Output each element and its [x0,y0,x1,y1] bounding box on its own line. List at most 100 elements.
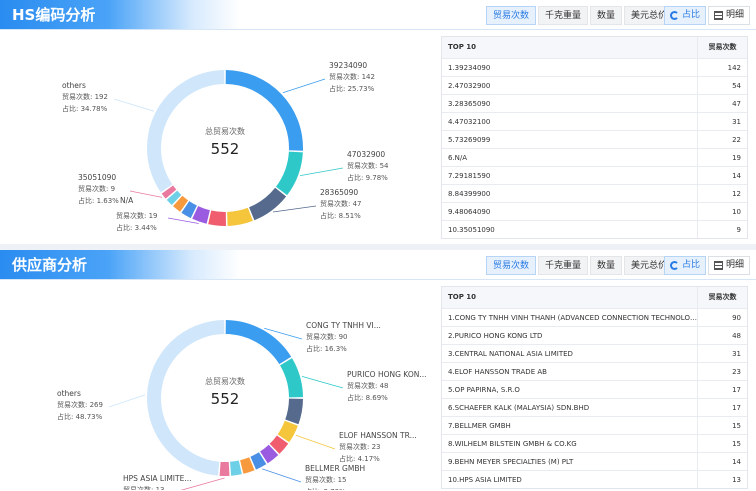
table-row[interactable]: 4.ELOF HANSSON TRADE AB 23 [442,362,747,380]
row-name: 2.47032900 [448,82,491,90]
callout-count: 贸易次数: 142 [329,72,375,81]
table-row[interactable]: 9.BEHN MEYER SPECIALTIES (M) PLT 14 [442,452,747,470]
donut-slice[interactable] [227,207,253,226]
donut-slice[interactable] [230,460,242,476]
pie-chart-icon [669,261,679,270]
row-name: 6.N/A [448,154,468,162]
callout-name: 39234090 [329,61,367,70]
tab-quantity[interactable]: 数量 [589,6,622,25]
callout-percent: 占比: 34.78% [62,104,108,113]
donut-slice[interactable] [280,358,303,398]
donut-slice[interactable] [275,151,303,196]
callout-count: 贸易次数: 19 [116,211,158,220]
row-count: 9 [697,221,747,238]
callout-name: 47032900 [347,150,385,159]
donut-slice[interactable] [249,187,287,221]
table-row[interactable]: 4.47032100 31 [442,112,747,130]
table-row[interactable]: 6.N/A 19 [442,148,747,166]
ratio-label: 占比 [681,10,700,20]
row-count: 142 [697,59,747,76]
table-row[interactable]: 10.35051090 9 [442,220,747,238]
callout-count: 贸易次数: 54 [347,161,389,170]
donut-slice[interactable] [166,190,182,206]
donut-slice[interactable] [161,185,177,199]
callout-leader-line [113,98,155,112]
table-row[interactable]: 8.WILHELM BILSTEIN GMBH & CO.KG 15 [442,434,747,452]
table-row[interactable]: 2.47032900 54 [442,76,747,94]
callout-name: BELLMER GMBH [305,464,365,473]
callout-count: 贸易次数: 269 [57,400,103,409]
donut-slice[interactable] [285,398,303,425]
callout-percent: 占比: 3.44% [116,223,157,232]
tab-weight-kg[interactable]: 千克重量 [537,6,588,25]
table-row[interactable]: 5.OP PAPIRNA, S.R.O 17 [442,380,747,398]
callout-leader-line [272,205,317,213]
row-count: 54 [697,77,747,94]
row-name: 7.29181590 [448,172,491,180]
table-row[interactable]: 3.28365090 47 [442,94,747,112]
pie-chart-icon [669,11,679,20]
callout-count: 贸易次数: 192 [62,92,108,101]
table-row[interactable]: 3.CENTRAL NATIONAL ASIA LIMITED 31 [442,344,747,362]
callout-percent: 占比: 16.3% [306,344,347,353]
donut-slice[interactable] [240,457,255,474]
supplier-panel: 供应商分析 贸易次数 千克重量 数量 美元总价 占比 明细 总贸易次数 552 CO… [0,250,756,491]
row-count: 90 [697,309,747,326]
ratio-view-button[interactable]: 占比 [663,256,706,275]
table-row[interactable]: 7.29181590 14 [442,166,747,184]
callout-count: 贸易次数: 90 [306,332,348,341]
callout-leader-line [295,434,336,450]
tab-trade-count[interactable]: 贸易次数 [485,6,536,25]
row-count: 47 [697,95,747,112]
donut-slice[interactable] [225,320,292,365]
metric-tabs: 贸易次数 千克重量 数量 美元总价 [484,256,674,275]
donut-slice[interactable] [192,206,210,224]
callout-percent: 占比: 48.73% [57,412,103,421]
row-name: 4.47032100 [448,118,491,126]
row-name: 10.35051090 [448,226,495,234]
table-row[interactable]: 10.HPS ASIA LIMITED 13 [442,470,747,488]
donut-slice[interactable] [181,201,197,219]
ratio-view-button[interactable]: 占比 [663,6,706,25]
detail-view-button[interactable]: 明细 [707,6,750,25]
table-header: TOP 10 贸易次数 [442,287,747,308]
table-row[interactable]: 1.CONG TY TNHH VINH THANH (ADVANCED CONN… [442,308,747,326]
donut-slice[interactable] [250,452,267,470]
center-value: 552 [211,140,240,158]
donut-slice[interactable] [146,320,225,476]
table-row[interactable]: 2.PURICO HONG KONG LTD 48 [442,326,747,344]
table-row[interactable]: 8.84399900 12 [442,184,747,202]
donut-slice[interactable] [269,435,289,454]
donut-slice[interactable] [147,70,225,193]
tab-quantity[interactable]: 数量 [589,256,622,275]
donut-slice[interactable] [225,70,303,151]
center-label: 总贸易次数 [205,376,245,386]
callout-leader-line [180,477,225,490]
tab-weight-kg[interactable]: 千克重量 [537,256,588,275]
header-divider [0,279,756,280]
row-name: 1.CONG TY TNHH VINH THANH (ADVANCED CONN… [448,314,697,322]
donut-slice[interactable] [208,210,226,226]
table-row[interactable]: 9.48064090 10 [442,202,747,220]
center-value: 552 [211,390,240,408]
donut-slice[interactable] [173,195,189,212]
table-row[interactable]: 5.73269099 22 [442,130,747,148]
panel-title: 供应商分析 [0,250,240,280]
tab-trade-count[interactable]: 贸易次数 [485,256,536,275]
list-icon [713,11,723,20]
tab-usd-total[interactable]: 美元总价 [623,256,674,275]
hs-code-panel: HS编码分析 贸易次数 千克重量 数量 美元总价 占比 明细 总贸易次数 552 3… [0,0,756,244]
row-name: 5.73269099 [448,136,491,144]
top10-table: TOP 10 贸易次数 1.CONG TY TNHH VINH THANH (ADV… [441,286,748,489]
table-row[interactable]: 7.BELLMER GMBH 15 [442,416,747,434]
donut-slice[interactable] [260,444,279,464]
row-name: 4.ELOF HANSSON TRADE AB [448,368,547,376]
donut-slice[interactable] [277,420,298,443]
table-row[interactable]: 6.SCHAEFER KALK (MALAYSIA) SDN.BHD 17 [442,398,747,416]
row-count: 15 [697,417,747,434]
table-row[interactable]: 1.39234090 142 [442,58,747,76]
donut-slice[interactable] [219,461,230,476]
detail-view-button[interactable]: 明细 [707,256,750,275]
callout-percent: 占比: 4.17% [339,454,380,463]
row-name: 9.BEHN MEYER SPECIALTIES (M) PLT [448,458,574,466]
